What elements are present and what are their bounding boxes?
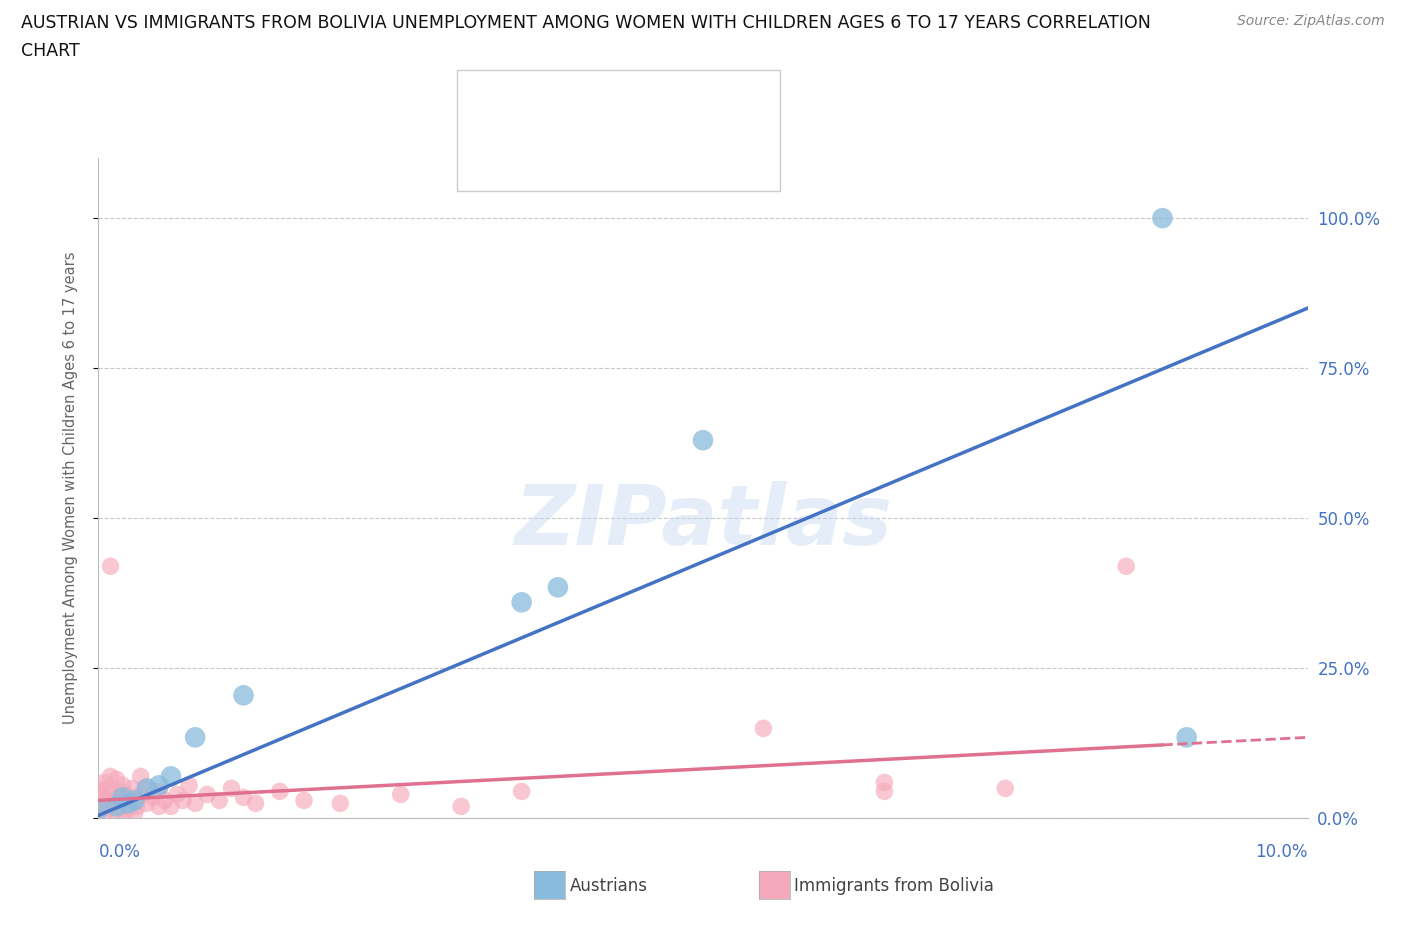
- Point: [114, 799, 136, 814]
- Point: [752, 721, 775, 736]
- Point: [111, 777, 134, 792]
- Text: Austrians: Austrians: [569, 877, 647, 896]
- Point: [111, 805, 134, 820]
- Point: [148, 777, 170, 792]
- Point: [166, 787, 188, 802]
- Point: [148, 784, 170, 799]
- Point: [93, 793, 115, 808]
- Point: [100, 559, 122, 574]
- Point: [108, 784, 131, 799]
- Point: [329, 796, 352, 811]
- Point: [232, 790, 254, 804]
- Text: 10.0%: 10.0%: [1256, 844, 1308, 861]
- Point: [118, 796, 141, 811]
- Point: [97, 799, 120, 814]
- Point: [135, 781, 157, 796]
- Point: [100, 769, 122, 784]
- Point: [208, 793, 231, 808]
- Point: [111, 793, 134, 808]
- Point: [153, 793, 176, 808]
- Point: [184, 730, 207, 745]
- Point: [108, 799, 131, 814]
- Point: [105, 790, 128, 804]
- Point: [124, 805, 146, 820]
- Point: [100, 787, 122, 802]
- Point: [111, 790, 134, 804]
- Point: [232, 688, 254, 703]
- Point: [873, 775, 896, 790]
- Point: [692, 432, 714, 447]
- Point: [114, 787, 136, 802]
- Point: [142, 790, 165, 804]
- Point: [121, 781, 143, 796]
- Point: [179, 777, 201, 792]
- Point: [93, 775, 115, 790]
- Point: [221, 781, 243, 796]
- Point: [510, 784, 533, 799]
- Point: [1175, 730, 1198, 745]
- Text: R =  0.131   N = 60: R = 0.131 N = 60: [520, 146, 683, 164]
- Point: [135, 796, 157, 811]
- Point: [292, 793, 315, 808]
- Point: [160, 799, 183, 814]
- Text: AUSTRIAN VS IMMIGRANTS FROM BOLIVIA UNEMPLOYMENT AMONG WOMEN WITH CHILDREN AGES : AUSTRIAN VS IMMIGRANTS FROM BOLIVIA UNEM…: [21, 14, 1152, 32]
- Point: [93, 805, 115, 820]
- Point: [195, 787, 218, 802]
- Point: [269, 784, 291, 799]
- Point: [135, 781, 157, 796]
- Point: [129, 769, 152, 784]
- Point: [1115, 559, 1137, 574]
- Point: [90, 787, 112, 802]
- Point: [160, 769, 183, 784]
- Point: [245, 796, 267, 811]
- Point: [124, 793, 146, 808]
- Point: [118, 802, 141, 817]
- Point: [450, 799, 472, 814]
- Point: [87, 793, 110, 808]
- Point: [510, 595, 533, 610]
- Point: [127, 799, 149, 814]
- Text: ZIPatlas: ZIPatlas: [515, 481, 891, 562]
- Point: [118, 790, 141, 804]
- Text: CHART: CHART: [21, 42, 80, 60]
- Point: [87, 802, 110, 817]
- Point: [148, 799, 170, 814]
- Point: [121, 796, 143, 811]
- Point: [124, 793, 146, 808]
- Point: [994, 781, 1017, 796]
- Point: [90, 799, 112, 814]
- Text: Source: ZipAtlas.com: Source: ZipAtlas.com: [1237, 14, 1385, 28]
- Point: [105, 772, 128, 787]
- Point: [873, 784, 896, 799]
- Point: [172, 793, 194, 808]
- Point: [97, 781, 120, 796]
- Point: [129, 787, 152, 802]
- Point: [184, 796, 207, 811]
- Point: [100, 802, 122, 817]
- Point: [547, 580, 569, 595]
- Text: 0.0%: 0.0%: [98, 844, 141, 861]
- Text: R = 0.540   N = 13: R = 0.540 N = 13: [520, 92, 678, 111]
- Point: [389, 787, 412, 802]
- Point: [1152, 211, 1174, 226]
- Text: Immigrants from Bolivia: Immigrants from Bolivia: [794, 877, 994, 896]
- Y-axis label: Unemployment Among Women with Children Ages 6 to 17 years: Unemployment Among Women with Children A…: [63, 252, 77, 724]
- Point: [101, 796, 124, 811]
- Point: [87, 781, 110, 796]
- Point: [105, 799, 128, 814]
- Point: [105, 805, 128, 820]
- Point: [87, 802, 110, 817]
